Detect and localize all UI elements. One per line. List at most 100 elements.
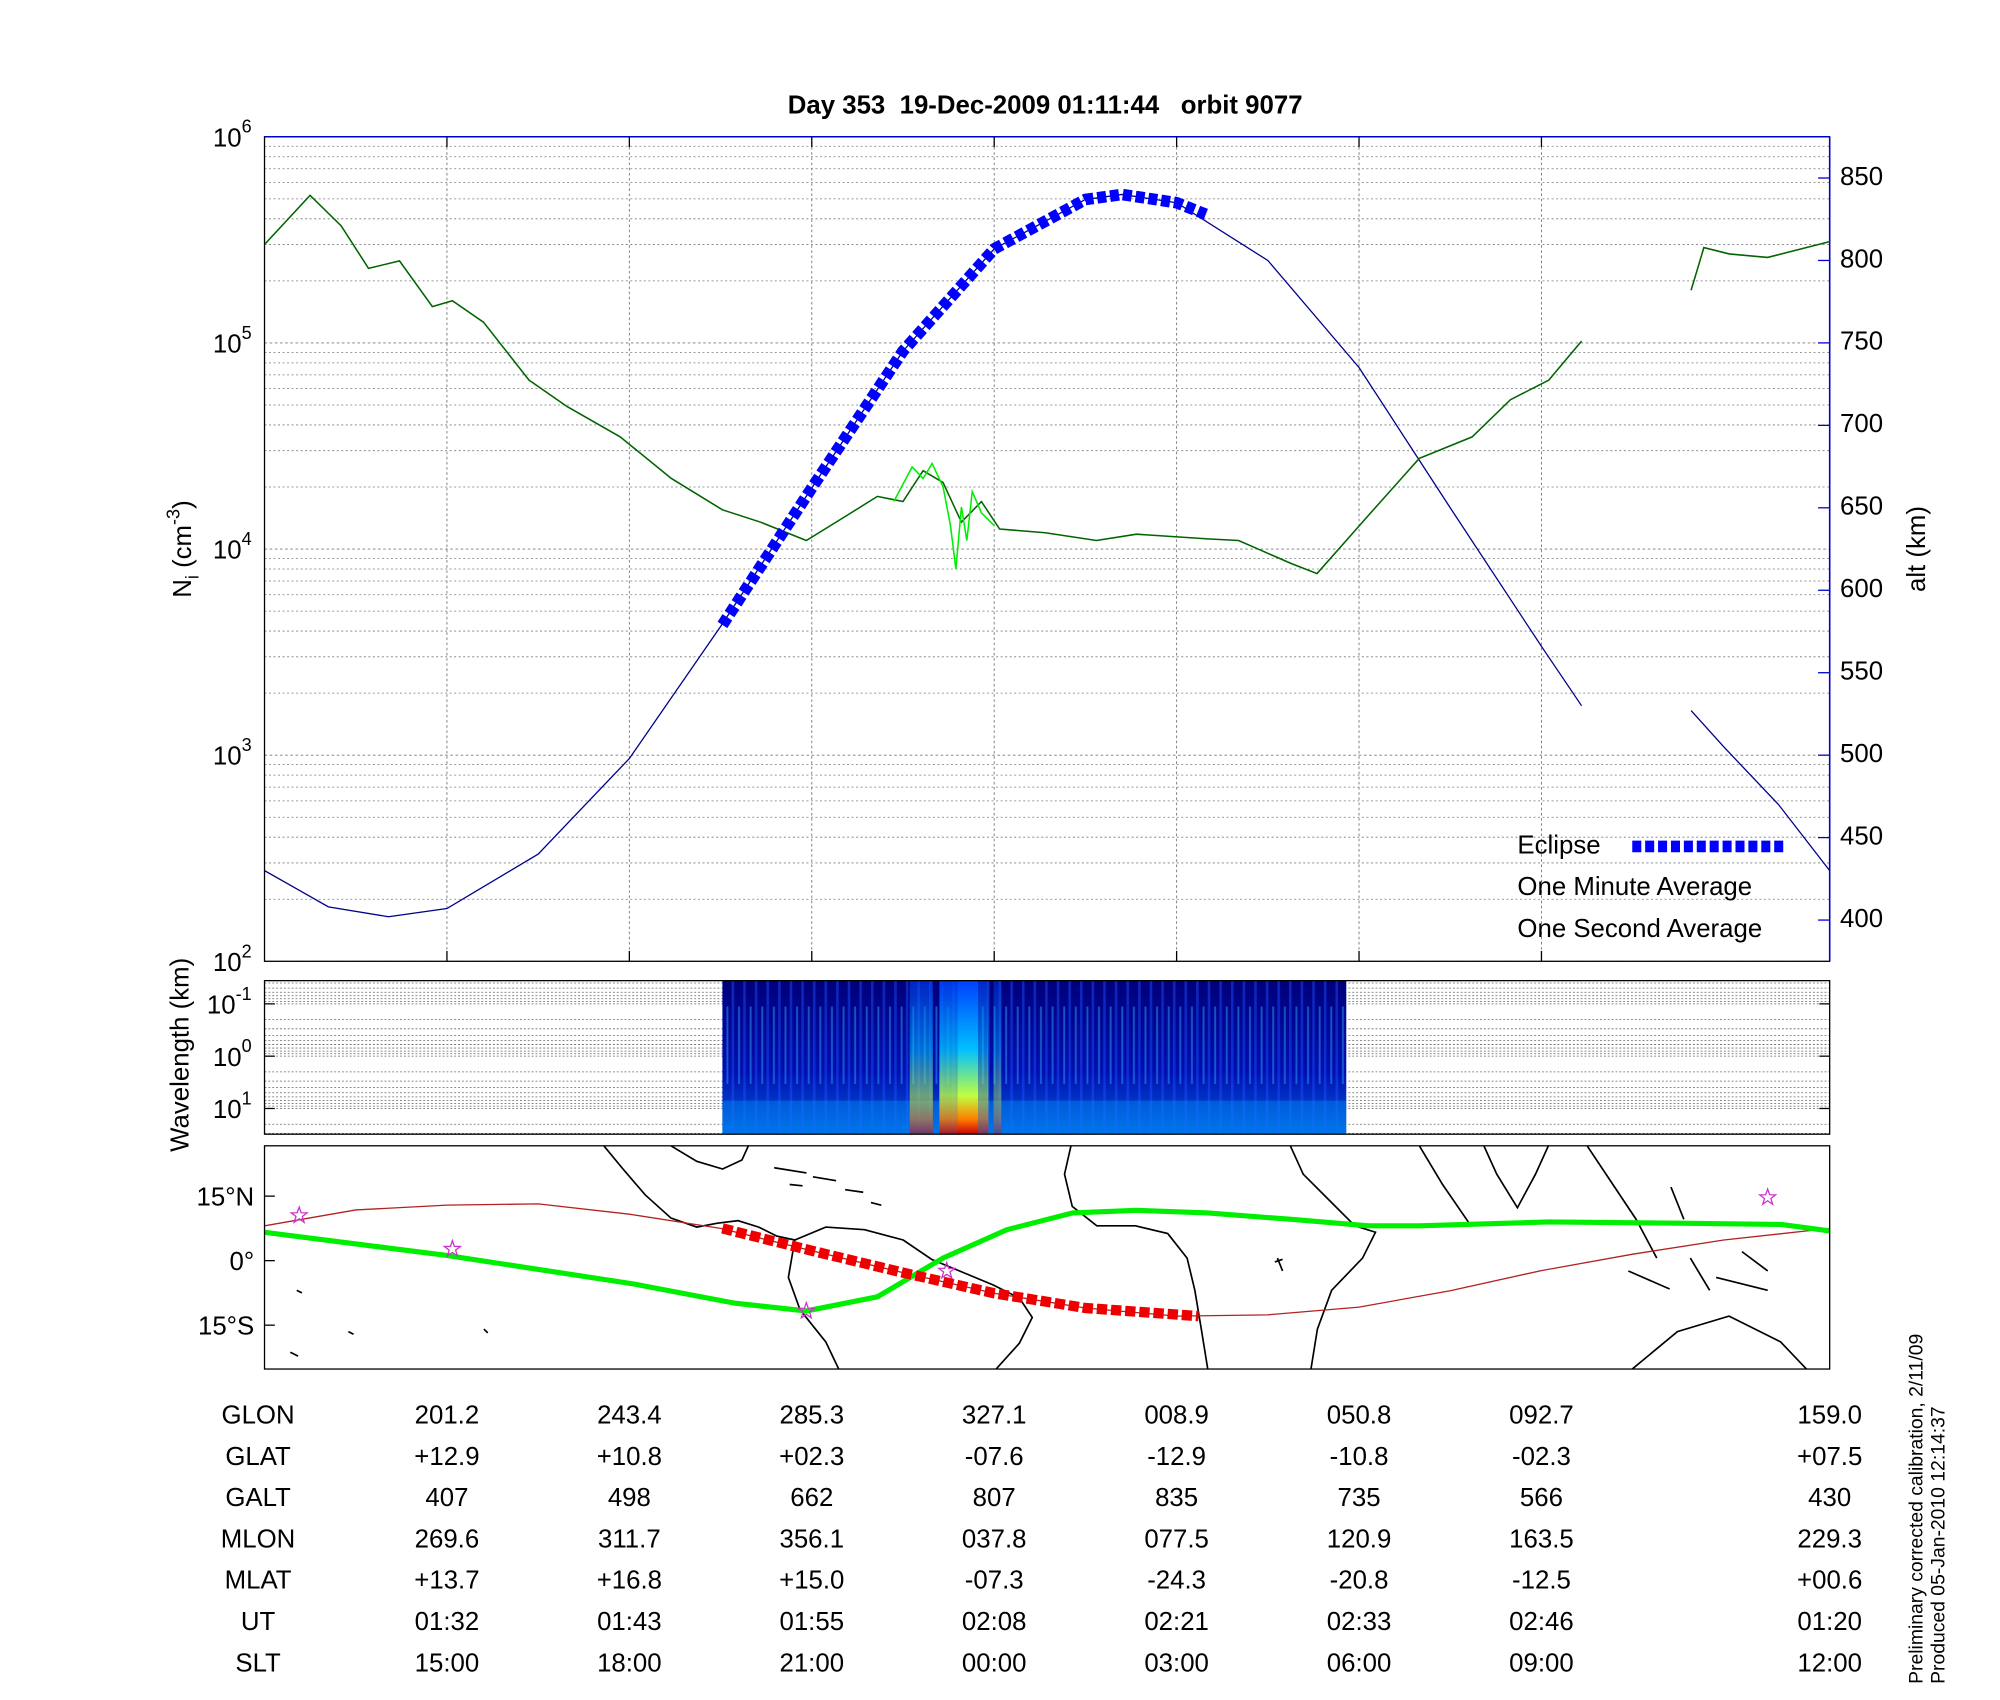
table-cell: 159.0 [1797, 1402, 1862, 1430]
table-cell: 02:21 [1144, 1608, 1209, 1636]
y-tick-label: 104 [213, 529, 252, 565]
chart-title: Day 353 19-Dec-2009 01:11:44 orbit 9077 [788, 92, 1303, 120]
tick-base: 10 [207, 991, 236, 1019]
table-cell: 229.3 [1797, 1525, 1862, 1553]
coastline [774, 1166, 882, 1206]
map-tracks [264, 1187, 1830, 1322]
y-axis-label: Wavelength (km) [166, 958, 194, 1152]
table-cell: 06:00 [1327, 1649, 1392, 1677]
table-cell: 15:00 [415, 1649, 480, 1677]
table-cell: 735 [1338, 1484, 1381, 1512]
tick-base: 10 [213, 949, 242, 977]
tick-exponent: 3 [242, 735, 252, 755]
table-cell: +10.8 [597, 1443, 662, 1471]
y-tick-label: 650 [1840, 493, 1883, 521]
tick-base: 10 [213, 536, 242, 564]
table-cell: 18:00 [597, 1649, 662, 1677]
y-tick-label: 800 [1840, 245, 1883, 273]
coastline [289, 1289, 489, 1357]
table-cell: 566 [1520, 1484, 1563, 1512]
table-cell: 356.1 [779, 1525, 844, 1553]
table-cell: -10.8 [1330, 1443, 1389, 1471]
tick-exponent: 5 [242, 323, 252, 343]
y-axis-label-part: -3 [163, 509, 183, 525]
tick-exponent: 6 [242, 117, 252, 137]
spectrogram-burst [909, 980, 933, 1135]
y-tick-label: 0° [230, 1248, 255, 1276]
coastline [1063, 1145, 1209, 1370]
tick-exponent: 1 [242, 1088, 252, 1108]
table-cell: 01:20 [1797, 1608, 1862, 1636]
table-cell: +12.9 [414, 1443, 479, 1471]
y-tick-label: 15°N [197, 1184, 255, 1212]
y-tick-label: 15°S [198, 1313, 254, 1341]
spectrogram-burst [939, 980, 958, 1135]
eclipse-line [717, 188, 1208, 629]
table-cell: 03:00 [1144, 1649, 1209, 1677]
y-tick-label: 400 [1840, 905, 1883, 933]
coastline [670, 1145, 750, 1170]
table-cell: 008.9 [1144, 1402, 1209, 1430]
marker-star [442, 1238, 463, 1258]
coastline [1289, 1145, 1377, 1370]
tick-base: 10 [213, 743, 242, 771]
table-cell: 120.9 [1327, 1525, 1392, 1553]
table-cell: 12:00 [1797, 1649, 1862, 1677]
table-cell: +13.7 [414, 1567, 479, 1595]
y-axis-label-part: i [183, 575, 203, 579]
table-cell: 807 [973, 1484, 1016, 1512]
table-cell: +15.0 [779, 1567, 844, 1595]
marker-star [1757, 1187, 1778, 1206]
y-tick-label: 101 [213, 1088, 252, 1124]
row-label: SLT [235, 1649, 281, 1677]
y-tick-label: 850 [1840, 163, 1883, 191]
coastline [1274, 1257, 1284, 1272]
table-cell: 327.1 [962, 1402, 1027, 1430]
marker-star [289, 1205, 309, 1224]
plot-frame [263, 980, 1831, 1135]
table-cell: 163.5 [1509, 1525, 1574, 1553]
marker-star [796, 1300, 817, 1320]
coastline [1631, 1315, 1808, 1370]
coastline [603, 1145, 796, 1241]
spectrogram-texture [722, 980, 1347, 1135]
tick-base: 10 [213, 124, 242, 152]
table-cell: 243.4 [597, 1402, 662, 1430]
tick-base: 10 [213, 330, 242, 358]
row-label: MLAT [225, 1567, 292, 1595]
legend-entry: Eclipse [1517, 831, 1600, 859]
coastlines [289, 1145, 1808, 1370]
data-line [264, 194, 1830, 575]
table-cell: 269.6 [415, 1525, 480, 1553]
data-line [893, 461, 995, 570]
table-cell: 02:08 [962, 1608, 1027, 1636]
track-line [264, 1203, 1830, 1317]
table-cell: +00.6 [1797, 1567, 1862, 1595]
table-cell: 02:33 [1327, 1608, 1392, 1636]
row-label: GLAT [225, 1443, 291, 1471]
y-tick-label: 100 [213, 1036, 252, 1072]
tick-exponent: -1 [236, 984, 252, 1004]
coastline [1418, 1145, 1550, 1227]
plot-frame [263, 1145, 1831, 1370]
table-cell: 02:46 [1509, 1608, 1574, 1636]
spectrogram-band [722, 1100, 1347, 1135]
legend-entry: One Minute Average [1517, 873, 1752, 901]
y-tick-label: 103 [213, 735, 252, 771]
footnote: Produced 05-Jan-2010 12:14:37 [1928, 1406, 1950, 1683]
table-cell: 498 [608, 1484, 651, 1512]
table-cell: +16.8 [597, 1567, 662, 1595]
track-line [264, 1207, 1830, 1314]
eclipse-track [721, 1223, 1199, 1322]
y2-axis-label: alt (km) [1903, 506, 1931, 592]
table-cell: 835 [1155, 1484, 1198, 1512]
y-axis-label-part: (cm [169, 525, 197, 575]
data-line [264, 193, 1830, 918]
coastline [794, 1226, 1034, 1370]
table-cell: 21:00 [779, 1649, 844, 1677]
table-cell: 01:32 [415, 1608, 480, 1636]
y-tick-label: 550 [1840, 658, 1883, 686]
tick-exponent: 0 [242, 1036, 252, 1056]
coastline [1586, 1145, 1769, 1292]
